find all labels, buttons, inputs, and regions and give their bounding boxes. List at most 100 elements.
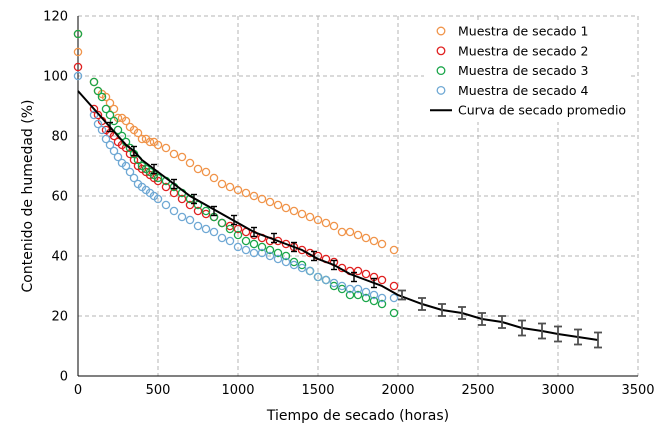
data-point <box>345 290 355 300</box>
data-point <box>201 209 211 219</box>
data-point <box>265 197 275 207</box>
data-point <box>345 284 355 294</box>
data-point <box>129 173 139 183</box>
data-point <box>389 245 399 255</box>
data-point <box>169 149 179 159</box>
series-muestra-2 <box>73 62 399 291</box>
data-point <box>193 206 203 216</box>
data-point <box>361 269 371 279</box>
data-point <box>201 167 211 177</box>
data-point <box>329 281 339 291</box>
data-point <box>257 242 267 252</box>
data-point <box>101 134 111 144</box>
data-point <box>329 221 339 231</box>
data-point <box>113 152 123 162</box>
data-point <box>273 248 283 258</box>
data-point <box>281 251 291 261</box>
series-muestra-4 <box>73 71 399 303</box>
data-point <box>193 164 203 174</box>
data-point <box>305 266 315 276</box>
x-tick-label: 2000 <box>381 383 414 398</box>
y-tick-label: 100 <box>43 70 68 85</box>
data-point <box>233 224 243 234</box>
legend-label: Muestra de secado 4 <box>458 83 588 98</box>
data-point <box>329 278 339 288</box>
data-point <box>289 206 299 216</box>
x-tick-label: 3000 <box>541 383 574 398</box>
legend-marker <box>436 26 446 36</box>
data-point <box>169 188 179 198</box>
data-point <box>337 281 347 291</box>
legend-marker <box>436 46 446 56</box>
data-point <box>377 275 387 285</box>
data-point <box>241 188 251 198</box>
x-tick-label: 0 <box>74 383 82 398</box>
data-point <box>185 215 195 225</box>
data-point <box>209 173 219 183</box>
x-tick-label: 1500 <box>301 383 334 398</box>
series-muestra-3 <box>73 29 399 318</box>
y-axis-title: Contenido de humedad (%) <box>20 100 36 293</box>
data-point <box>105 110 115 120</box>
data-point <box>361 233 371 243</box>
data-point <box>109 146 119 156</box>
data-point <box>321 275 331 285</box>
data-point <box>249 191 259 201</box>
data-point <box>377 239 387 249</box>
data-point <box>161 200 171 210</box>
y-tick-label: 80 <box>51 130 68 145</box>
data-point <box>73 71 83 81</box>
data-point <box>101 92 111 102</box>
data-point <box>109 104 119 114</box>
data-point <box>129 155 139 165</box>
data-point <box>353 230 363 240</box>
legend-background <box>424 20 630 122</box>
data-point <box>313 215 323 225</box>
x-tick-label: 1000 <box>221 383 254 398</box>
data-point <box>225 224 235 234</box>
data-point <box>377 299 387 309</box>
data-point <box>377 293 387 303</box>
y-tick-label: 60 <box>51 190 68 205</box>
data-point <box>153 173 163 183</box>
data-point <box>369 290 379 300</box>
data-point <box>305 212 315 222</box>
data-point <box>105 140 115 150</box>
y-tick-label: 20 <box>51 310 68 325</box>
data-point <box>109 116 119 126</box>
data-point <box>337 284 347 294</box>
data-point <box>233 242 243 252</box>
y-tick-label: 0 <box>60 370 68 385</box>
data-point <box>93 110 103 120</box>
data-point <box>185 200 195 210</box>
data-point <box>97 92 107 102</box>
data-point <box>89 104 99 114</box>
data-point <box>153 140 163 150</box>
data-point <box>389 281 399 291</box>
data-point <box>241 236 251 246</box>
data-point <box>321 218 331 228</box>
legend-marker <box>436 66 446 76</box>
data-point <box>353 290 363 300</box>
data-point <box>297 209 307 219</box>
data-point <box>201 206 211 216</box>
data-point <box>89 77 99 87</box>
data-point <box>281 257 291 267</box>
data-point <box>177 212 187 222</box>
data-point <box>297 245 307 255</box>
average-curve-line <box>77 90 599 341</box>
data-point <box>281 203 291 213</box>
data-point <box>93 119 103 129</box>
data-point <box>73 62 83 72</box>
legend-marker <box>436 85 446 95</box>
data-point <box>169 206 179 216</box>
x-tick-label: 3500 <box>621 383 654 398</box>
x-tick-label: 2500 <box>461 383 494 398</box>
data-point <box>113 125 123 135</box>
data-point <box>257 248 267 258</box>
series-curva-promedio <box>77 90 602 349</box>
legend: Muestra de secado 1 Muestra de secado 2 Mu… <box>424 20 630 122</box>
data-point <box>201 224 211 234</box>
data-point <box>361 287 371 297</box>
